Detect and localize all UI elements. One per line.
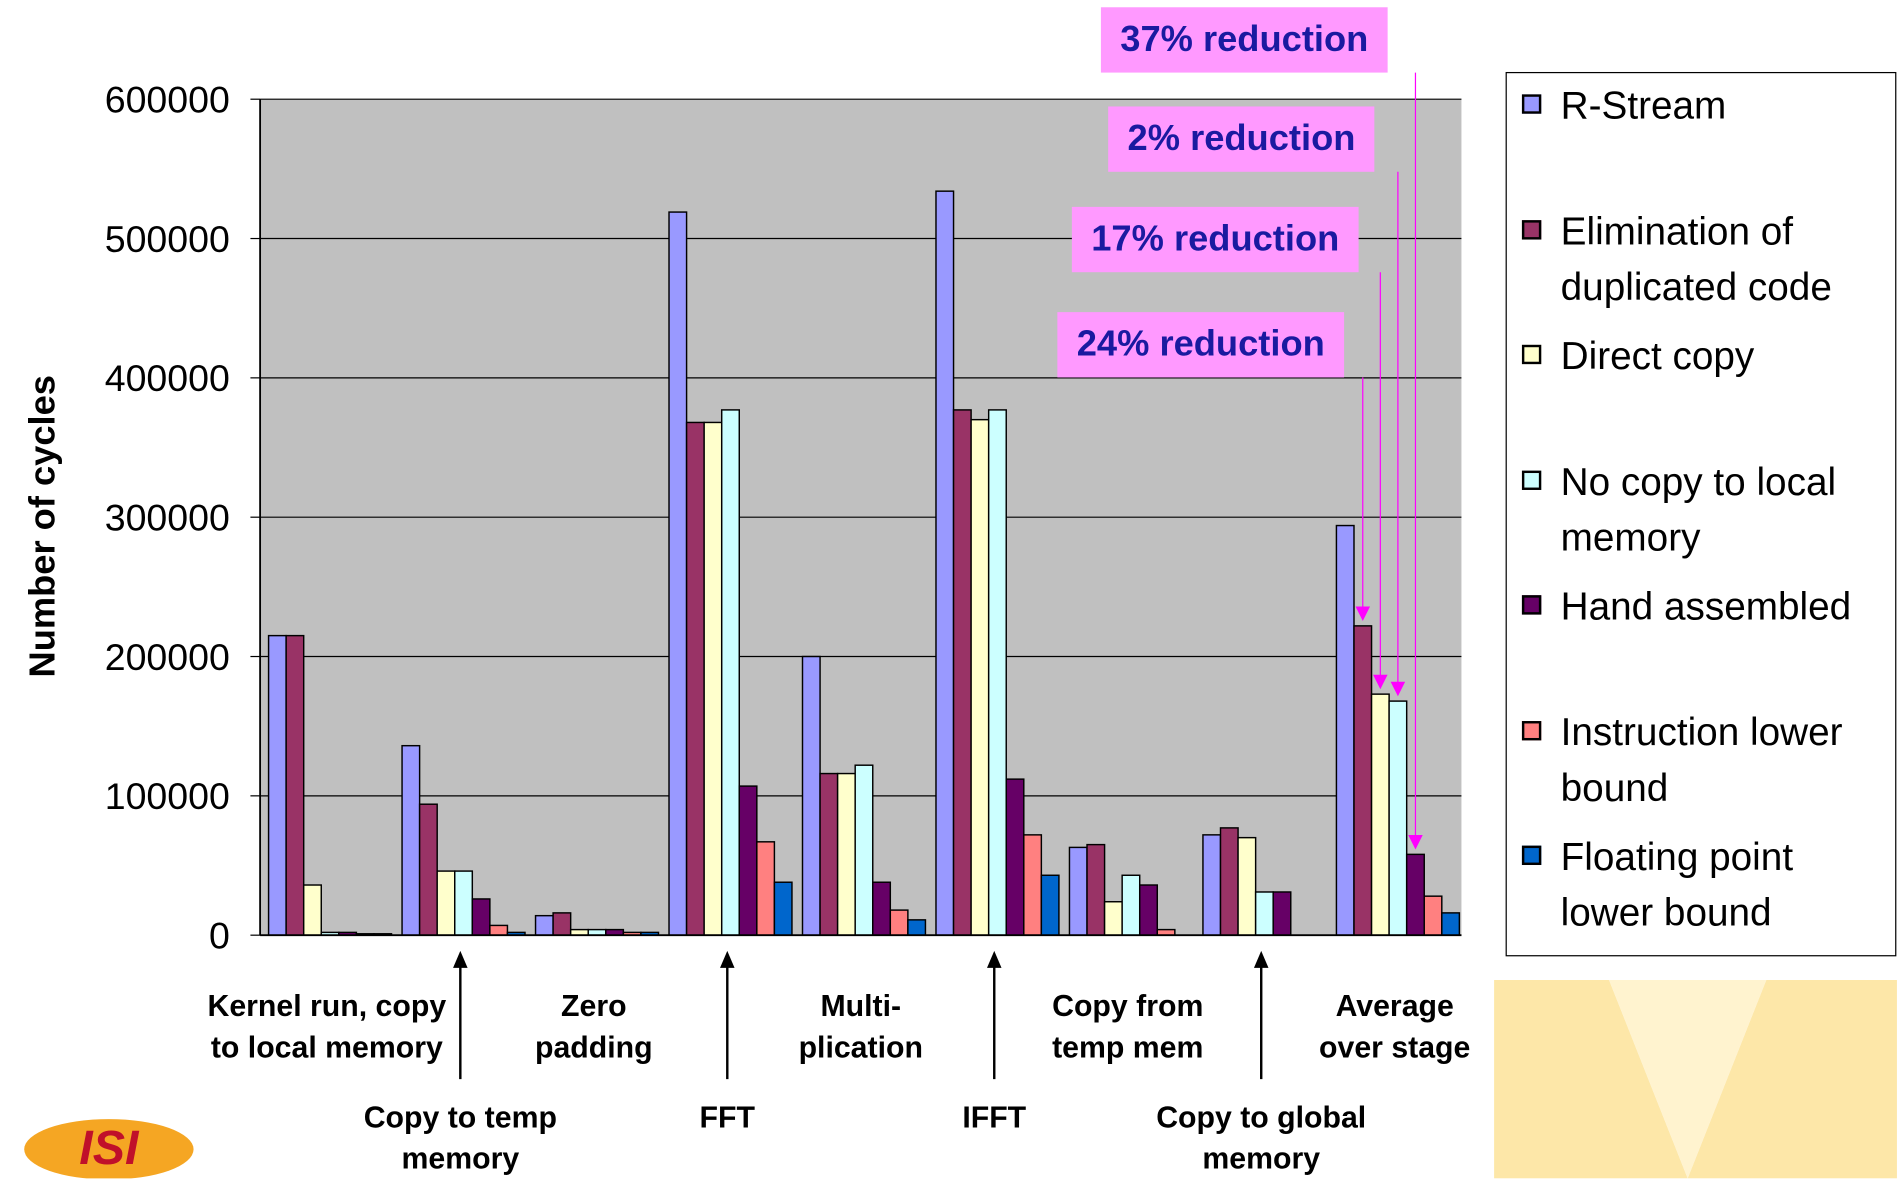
bar [472, 899, 490, 935]
x-tick-label: IFFT [873, 1097, 1115, 1138]
bar [803, 657, 821, 936]
x-tick-label: Copy to global memory [1140, 1097, 1382, 1179]
bar [989, 410, 1007, 935]
bar [1238, 838, 1256, 936]
bar [269, 636, 287, 936]
bar [855, 765, 873, 935]
bar [1221, 828, 1239, 935]
bar [455, 871, 473, 935]
bar [704, 422, 722, 935]
legend-entry: R-Stream [1522, 77, 1891, 133]
bar [1424, 896, 1442, 935]
bar [1354, 626, 1372, 935]
bar [304, 885, 322, 935]
legend-swatch [1522, 720, 1541, 739]
x-tick-label: Average over stage [1274, 986, 1516, 1068]
label-arrowhead [987, 951, 1002, 968]
annotation: 24% reduction [1057, 312, 1344, 377]
legend-swatch [1522, 470, 1541, 489]
bar [669, 212, 687, 935]
bar [1006, 779, 1024, 935]
bar [757, 842, 775, 935]
y-axis-title: Number of cycles [21, 375, 62, 677]
legend-entry: Floating point lower bound [1522, 829, 1891, 940]
y-tick-label: 0 [209, 914, 230, 956]
slide: ISI Number of cycles 0 100000 200000 300000… [0, 0, 1897, 1178]
bar [1041, 875, 1059, 935]
bar [1105, 902, 1123, 935]
legend-entry: No copy to local memory [1522, 453, 1891, 564]
bar [774, 882, 792, 935]
bar [722, 410, 740, 935]
bar [1407, 854, 1425, 935]
label-arrowhead [453, 951, 468, 968]
bar [1389, 701, 1407, 935]
legend-swatch [1522, 220, 1541, 239]
bar [838, 774, 856, 936]
bar [1087, 845, 1105, 936]
legend-label: Hand assembled [1561, 578, 1891, 634]
legend-label: Elimination of duplicated code [1561, 203, 1891, 314]
legend-entry: Direct copy [1522, 328, 1891, 384]
legend-label: R-Stream [1561, 77, 1891, 133]
y-tick-label: 400000 [105, 357, 230, 399]
logo: ISI [79, 1121, 140, 1175]
annotation: 37% reduction [1101, 7, 1388, 72]
bar [402, 746, 420, 935]
y-tick-label: 500000 [105, 218, 230, 260]
legend-swatch [1522, 595, 1541, 614]
bar [1372, 694, 1390, 935]
page: {"chart_data": {"type": "bar", "y_axis_l… [0, 0, 1897, 1178]
bar [1024, 835, 1042, 935]
bar [1140, 885, 1158, 935]
legend-entry: Elimination of duplicated code [1522, 203, 1891, 314]
y-tick-label: 600000 [105, 79, 230, 121]
x-tick-label: Kernel run, copy to local memory [206, 986, 448, 1068]
bar [1203, 835, 1221, 935]
bar [873, 882, 891, 935]
legend-label: No copy to local memory [1561, 453, 1891, 564]
bar [820, 774, 838, 936]
label-arrowhead [1254, 951, 1269, 968]
label-arrowhead [720, 951, 735, 968]
legend-swatch [1522, 846, 1541, 865]
bar [420, 804, 438, 935]
bar [1336, 526, 1354, 936]
legend-entry: Hand assembled [1522, 578, 1891, 634]
annotation: 2% reduction [1108, 106, 1375, 171]
x-tick-label: FFT [606, 1097, 848, 1138]
bar [890, 910, 908, 935]
x-tick-label: Copy to temp memory [339, 1097, 581, 1179]
legend-swatch [1522, 345, 1541, 364]
bar [1256, 892, 1274, 935]
x-tick-label: Copy from temp mem [1007, 986, 1249, 1068]
bar [437, 871, 455, 935]
legend-swatch [1522, 94, 1541, 113]
bar [971, 420, 989, 936]
bar [739, 786, 757, 935]
y-tick-label: 200000 [105, 636, 230, 678]
bar [936, 191, 954, 935]
legend-label: Floating point lower bound [1561, 829, 1891, 940]
bar [908, 920, 926, 935]
legend-label: Instruction lower bound [1561, 703, 1891, 814]
bar [490, 925, 508, 935]
y-tick-label: 300000 [105, 496, 230, 538]
bar [553, 913, 571, 935]
legend-entry: Instruction lower bound [1522, 703, 1891, 814]
x-tick-label: Multi- plication [740, 986, 982, 1068]
bar [1273, 892, 1291, 935]
x-tick-label: Zero padding [473, 986, 715, 1068]
annotation: 17% reduction [1072, 207, 1359, 272]
bar [1069, 847, 1087, 935]
bar [536, 916, 554, 936]
bar [1442, 913, 1460, 935]
legend-label: Direct copy [1561, 328, 1891, 384]
bar [1122, 875, 1140, 935]
y-tick-label: 100000 [105, 775, 230, 817]
bar [687, 422, 705, 935]
bar [954, 410, 972, 935]
bar [286, 636, 304, 936]
